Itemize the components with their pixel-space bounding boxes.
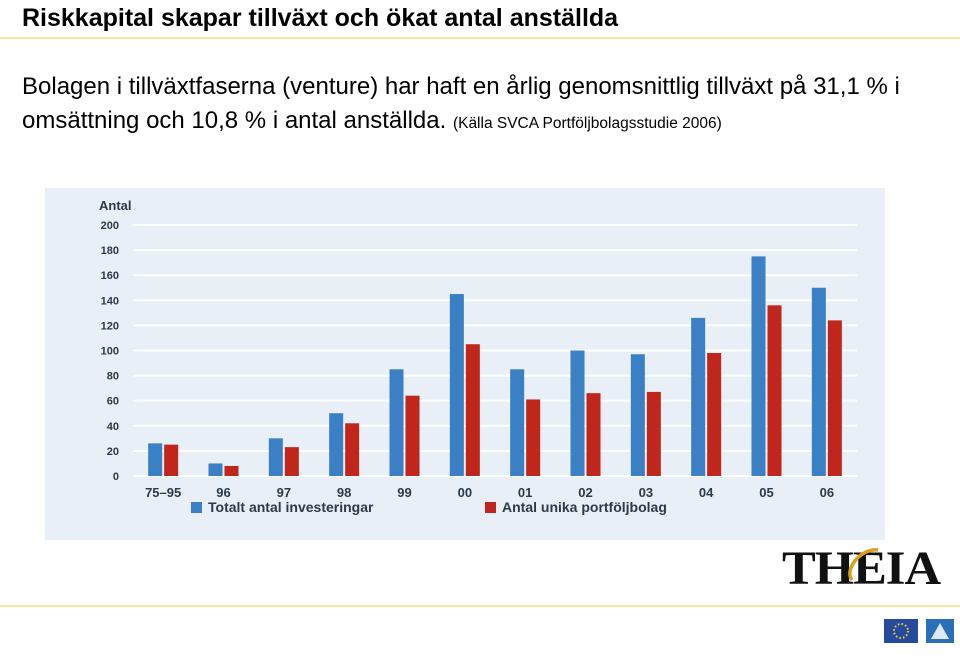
x-tick-label: 00 xyxy=(458,485,472,500)
intro-text: Bolagen i tillväxtfaserna (venture) har … xyxy=(22,73,900,134)
theia-logo: THEIA xyxy=(782,540,944,596)
y-tick-labels: 0 20 40 60 80 100 120 140 160 180 200 xyxy=(101,220,119,483)
bar-investeringar-97 xyxy=(268,438,283,476)
y-tick-label: 100 xyxy=(101,346,119,358)
chart-background xyxy=(45,188,885,540)
logo-swoosh xyxy=(848,548,879,582)
y-tick-label: 140 xyxy=(101,295,119,307)
bars xyxy=(148,256,842,476)
y-tick-label: 0 xyxy=(113,471,119,483)
y-tick-label: 180 xyxy=(101,245,119,257)
y-axis-label: Antal xyxy=(99,198,132,213)
chart-panel: Antal 0 20 40 60 80 100 120 140 160 180 200 75–95 9… xyxy=(45,188,885,540)
x-tick-label: 03 xyxy=(639,485,653,500)
bar-portfoljbolag-98 xyxy=(345,423,360,476)
legend-label: Totalt antal investeringar xyxy=(208,499,374,515)
y-tick-label: 80 xyxy=(107,371,119,383)
bar-portfoljbolag-96 xyxy=(224,465,239,476)
bar-investeringar-03 xyxy=(630,354,645,476)
bar-investeringar-04 xyxy=(691,317,706,476)
legend-swatch xyxy=(485,502,496,513)
bar-portfoljbolag-00 xyxy=(465,344,480,476)
x-tick-label: 99 xyxy=(397,485,411,500)
y-tick-label: 60 xyxy=(107,396,119,408)
x-tick-labels: 75–95 96 97 98 99 00 01 02 03 04 05 06 xyxy=(145,485,834,500)
bar-portfoljbolag-03 xyxy=(646,391,661,476)
bar-investeringar-02 xyxy=(570,350,585,476)
bar-portfoljbolag-04 xyxy=(707,353,722,476)
bar-portfoljbolag-06 xyxy=(827,320,842,476)
bar-investeringar-98 xyxy=(329,413,344,476)
x-tick-label: 05 xyxy=(759,485,773,500)
gridlines xyxy=(133,224,857,477)
legend: Totalt antal investeringar Antal unika po… xyxy=(191,499,667,515)
bar-portfoljbolag-99 xyxy=(405,395,420,476)
y-tick-label: 20 xyxy=(107,446,119,458)
x-tick-label: 01 xyxy=(518,485,532,500)
legend-swatch xyxy=(191,502,202,513)
bottom-divider xyxy=(0,605,960,607)
x-tick-label: 04 xyxy=(699,485,714,500)
bar-investeringar-01 xyxy=(510,369,525,476)
y-tick-label: 160 xyxy=(101,270,119,282)
x-tick-label: 02 xyxy=(578,485,592,500)
bar-portfoljbolag-02 xyxy=(586,393,601,476)
bar-investeringar-75–95 xyxy=(148,443,163,476)
bar-investeringar-00 xyxy=(449,294,464,476)
footer-logos xyxy=(884,617,956,647)
slide-title: Riskkapital skapar tillväxt och ökat ant… xyxy=(22,4,619,32)
x-tick-label: 97 xyxy=(277,485,291,500)
top-divider xyxy=(0,37,960,39)
x-tick-label: 98 xyxy=(337,485,351,500)
legend-label: Antal unika portföljbolag xyxy=(502,499,667,515)
bar-investeringar-96 xyxy=(208,463,223,476)
bar-investeringar-06 xyxy=(811,287,826,476)
x-tick-label: 96 xyxy=(216,485,230,500)
bar-portfoljbolag-97 xyxy=(284,447,299,476)
x-tick-label: 75–95 xyxy=(145,485,181,500)
y-tick-label: 200 xyxy=(101,220,119,232)
bar-portfoljbolag-75–95 xyxy=(164,444,179,476)
source-citation: (Källa SVCA Portföljbolagsstudie 2006) xyxy=(452,115,722,132)
y-tick-label: 40 xyxy=(107,421,119,433)
eu-flag-icon xyxy=(884,619,918,643)
intro-paragraph: Bolagen i tillväxtfaserna (venture) har … xyxy=(22,70,952,141)
bar-portfoljbolag-01 xyxy=(526,399,541,476)
bar-investeringar-99 xyxy=(389,369,404,476)
logo-wordmark: THEIA xyxy=(782,542,941,595)
bar-portfoljbolag-05 xyxy=(767,305,782,476)
x-tick-label: 06 xyxy=(820,485,834,500)
y-tick-label: 120 xyxy=(101,320,119,332)
bar-investeringar-05 xyxy=(751,256,766,476)
